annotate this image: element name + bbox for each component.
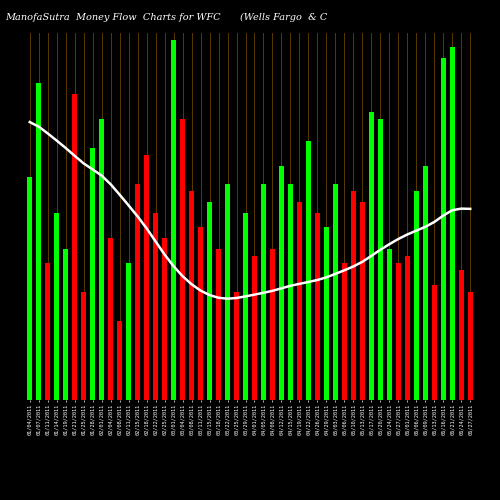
Bar <box>468 292 472 400</box>
Bar <box>297 202 302 400</box>
Bar <box>180 119 185 400</box>
Text: (Wells Fargo  & C: (Wells Fargo & C <box>240 12 328 22</box>
Bar <box>108 238 113 400</box>
Bar <box>54 212 59 400</box>
Bar <box>189 191 194 400</box>
Bar <box>225 184 230 400</box>
Bar <box>135 184 140 400</box>
Bar <box>414 191 419 400</box>
Bar <box>279 166 284 400</box>
Bar <box>369 112 374 400</box>
Bar <box>99 119 104 400</box>
Bar <box>117 320 122 400</box>
Bar <box>405 256 410 400</box>
Bar <box>63 248 68 400</box>
Bar <box>333 184 338 400</box>
Bar <box>81 292 86 400</box>
Bar <box>171 40 176 400</box>
Bar <box>441 58 446 400</box>
Bar <box>360 202 365 400</box>
Bar <box>378 119 383 400</box>
Bar <box>387 248 392 400</box>
Bar <box>351 191 356 400</box>
Bar <box>243 212 248 400</box>
Bar <box>252 256 257 400</box>
Bar <box>198 227 203 400</box>
Bar <box>423 166 428 400</box>
Text: ManofaSutra  Money Flow  Charts for WFC: ManofaSutra Money Flow Charts for WFC <box>5 12 220 22</box>
Bar <box>144 155 149 400</box>
Bar <box>342 263 347 400</box>
Bar <box>46 263 50 400</box>
Bar <box>207 202 212 400</box>
Bar <box>28 176 32 400</box>
Bar <box>126 263 131 400</box>
Bar <box>72 94 77 400</box>
Bar <box>450 47 454 400</box>
Bar <box>216 248 221 400</box>
Bar <box>36 83 41 400</box>
Bar <box>315 212 320 400</box>
Bar <box>162 238 167 400</box>
Bar <box>396 263 401 400</box>
Bar <box>90 148 95 400</box>
Bar <box>306 140 311 400</box>
Bar <box>288 184 293 400</box>
Bar <box>459 270 464 400</box>
Bar <box>324 227 329 400</box>
Bar <box>261 184 266 400</box>
Bar <box>432 284 437 400</box>
Bar <box>153 212 158 400</box>
Bar <box>234 292 239 400</box>
Bar <box>270 248 275 400</box>
